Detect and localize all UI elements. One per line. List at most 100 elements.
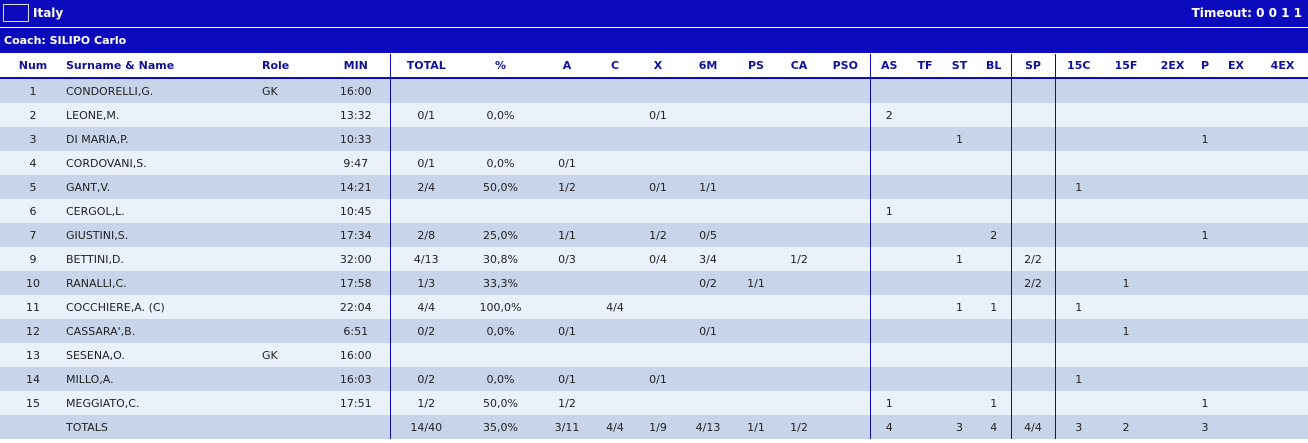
cell-tf (908, 271, 942, 295)
cell-min: 17:58 (322, 271, 390, 295)
cell-p (1195, 247, 1215, 271)
cell-4ex (1257, 343, 1308, 367)
player-row: 14 MILLO,A. 16:03 0/2 0,0% 0/1 0/1 1 (0, 367, 1308, 391)
col-header-role: Role (262, 54, 322, 79)
col-header-sp: SP (1010, 54, 1055, 79)
player-row: 13 SESENA,O. GK 16:00 (0, 343, 1308, 367)
cell-total: 0/1 (389, 151, 462, 175)
cell-ex (1215, 175, 1257, 199)
cell-15c (1054, 223, 1102, 247)
cell-ps (735, 199, 777, 223)
cell-bl (977, 127, 1011, 151)
cell-ps: 1/1 (735, 271, 777, 295)
cell-c (595, 319, 635, 343)
cell-role: GK (262, 78, 322, 103)
cell-4ex (1257, 247, 1308, 271)
cell-ca (777, 271, 821, 295)
cell-surname-name: CASSARA',B. (66, 319, 262, 343)
cell-4ex (1257, 295, 1308, 319)
cell-15c (1054, 343, 1102, 367)
cell-as: 2 (869, 103, 908, 127)
cell-15f (1102, 199, 1150, 223)
cell-surname-name: MEGGIATO,C. (66, 391, 262, 415)
cell-4ex (1257, 367, 1308, 391)
cell-surname-name: TOTALS (66, 415, 262, 439)
cell-tf (908, 319, 942, 343)
cell-st (942, 103, 977, 127)
cell-4ex (1257, 319, 1308, 343)
cell-bl (977, 247, 1011, 271)
cell-c (595, 103, 635, 127)
cell-st: 1 (942, 127, 977, 151)
cell-pso (821, 295, 870, 319)
cell-ex (1215, 78, 1257, 103)
cell-5: 50,0% (462, 175, 539, 199)
cell-total: 2/8 (389, 223, 462, 247)
cell-a: 0/1 (539, 319, 595, 343)
cell-6m: 3/4 (681, 247, 735, 271)
cell-num (0, 415, 66, 439)
cell-15f (1102, 127, 1150, 151)
cell-total: 0/2 (389, 319, 462, 343)
cell-4ex (1257, 391, 1308, 415)
cell-6m: 1/1 (681, 175, 735, 199)
cell-15c (1054, 247, 1102, 271)
cell-min: 16:00 (322, 343, 390, 367)
player-row: 11 COCCHIERE,A. (C) 22:04 4/4 100,0% 4/4 1 1 1 (0, 295, 1308, 319)
col-header-tf: TF (908, 54, 942, 79)
cell-tf (908, 295, 942, 319)
cell-total: 0/1 (389, 103, 462, 127)
cell-6m (681, 103, 735, 127)
cell-6m: 0/5 (681, 223, 735, 247)
col-header-x: X (635, 54, 681, 79)
cell-x: 1/2 (635, 223, 681, 247)
cell-pso (821, 391, 870, 415)
cell-total (389, 199, 462, 223)
timeout-label: Timeout: (1191, 6, 1252, 20)
cell-role (262, 415, 322, 439)
cell-ca (777, 127, 821, 151)
cell-15c: 1 (1054, 175, 1102, 199)
cell-ps (735, 78, 777, 103)
cell-15c (1054, 151, 1102, 175)
cell-pso (821, 175, 870, 199)
cell-15c (1054, 271, 1102, 295)
cell-4ex (1257, 151, 1308, 175)
cell-total (389, 343, 462, 367)
cell-as (869, 175, 908, 199)
col-header-surname-name: Surname & Name (66, 54, 262, 79)
col-header-total: TOTAL (389, 54, 462, 79)
cell-pso (821, 223, 870, 247)
cell-ca (777, 319, 821, 343)
cell-x (635, 319, 681, 343)
cell-pso (821, 343, 870, 367)
cell-role (262, 271, 322, 295)
cell-15f (1102, 175, 1150, 199)
cell-4ex (1257, 175, 1308, 199)
cell-bl (977, 343, 1011, 367)
cell-ex (1215, 223, 1257, 247)
cell-p (1195, 151, 1215, 175)
cell-p (1195, 319, 1215, 343)
cell-a: 0/1 (539, 151, 595, 175)
cell-x: 0/1 (635, 175, 681, 199)
cell-x (635, 127, 681, 151)
player-row: 1 CONDORELLI,G. GK 16:00 (0, 78, 1308, 103)
cell-ex (1215, 199, 1257, 223)
cell-bl (977, 103, 1011, 127)
cell-2ex (1150, 199, 1195, 223)
cell-surname-name: GIUSTINI,S. (66, 223, 262, 247)
cell-6m (681, 127, 735, 151)
cell-ps (735, 367, 777, 391)
cell-bl: 4 (977, 415, 1011, 439)
cell-ps: 1/1 (735, 415, 777, 439)
cell-sp (1010, 391, 1055, 415)
player-row: 9 BETTINI,D. 32:00 4/13 30,8% 0/3 0/4 3/4 1/2 1 2/… (0, 247, 1308, 271)
cell-bl (977, 271, 1011, 295)
cell-st (942, 151, 977, 175)
cell-a: 0/3 (539, 247, 595, 271)
cell-pso (821, 367, 870, 391)
cell-a: 1/2 (539, 391, 595, 415)
cell-total: 2/4 (389, 175, 462, 199)
cell-ps (735, 223, 777, 247)
